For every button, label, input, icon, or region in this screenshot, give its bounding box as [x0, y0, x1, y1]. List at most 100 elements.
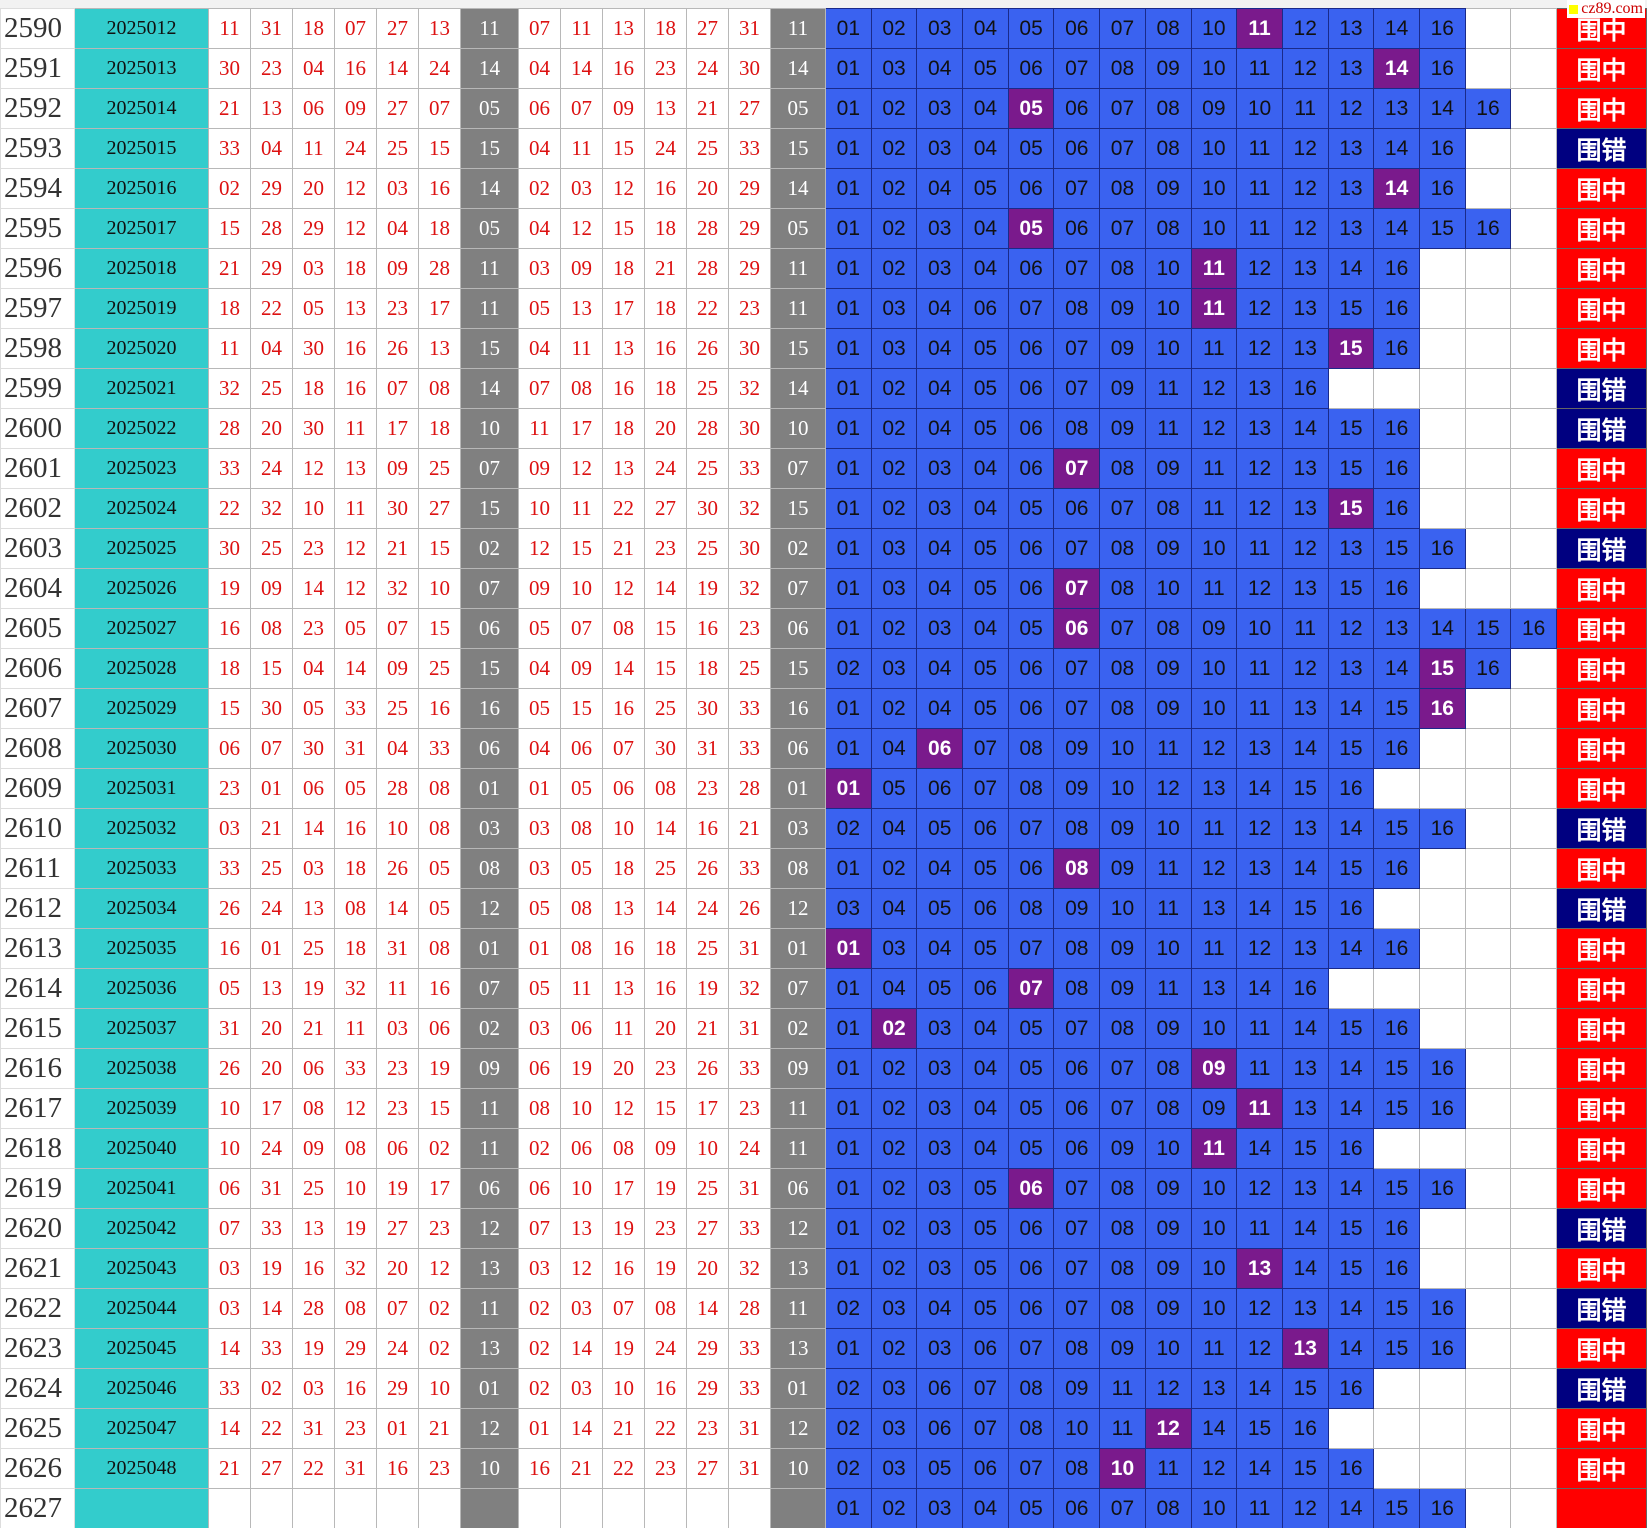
empty-cell: [1464, 248, 1512, 289]
row: 2611 2025033 33 25 03 18 26 05 08 03 05 18 25 26 33 08 0…: [0, 848, 1647, 889]
red-number: 24: [250, 448, 293, 489]
sorted-red: 16: [644, 968, 687, 1009]
row-number: 2602: [0, 488, 75, 529]
red-number: 07: [376, 608, 419, 649]
candidate: 11: [1190, 1328, 1238, 1369]
candidate: 05: [962, 848, 1009, 889]
empty-cell: [1373, 768, 1420, 809]
hit-candidate: 16: [1418, 688, 1466, 729]
red-number: 12: [334, 568, 377, 609]
sorted-red: 16: [644, 328, 687, 369]
red-number: 05: [334, 608, 377, 649]
candidate: 04: [870, 808, 918, 849]
hit-candidate: 01: [825, 928, 872, 969]
candidate: 01: [825, 208, 872, 249]
candidate: 09: [1144, 1208, 1192, 1249]
candidate: 09: [1053, 728, 1101, 769]
candidate: 16: [1418, 8, 1466, 49]
sorted-red: 10: [560, 1088, 603, 1129]
sorted-red: 16: [602, 368, 645, 409]
candidate: 05: [962, 688, 1009, 729]
red-number: 33: [208, 848, 251, 889]
candidate: 15: [1373, 1288, 1420, 1329]
candidate: 14: [1418, 608, 1466, 649]
blue-ball: 10: [770, 1448, 826, 1489]
issue: 2025034: [74, 888, 209, 929]
sorted-red: 30: [728, 408, 771, 449]
sorted-red: 17: [686, 1088, 729, 1129]
row-number: 2606: [0, 648, 75, 689]
candidate: 16: [1327, 1448, 1375, 1489]
red-number: 18: [208, 288, 251, 329]
red-number: 26: [376, 328, 419, 369]
red-number: [376, 1488, 419, 1528]
candidate: 04: [962, 448, 1009, 489]
candidate: 02: [870, 8, 918, 49]
candidate: 08: [1007, 888, 1055, 929]
candidate: 01: [825, 528, 872, 569]
result: 围错: [1556, 528, 1647, 569]
result: 围中: [1556, 288, 1647, 329]
candidate: 12: [1190, 1448, 1238, 1489]
candidate: 11: [1236, 688, 1283, 729]
row-number: 2594: [0, 168, 75, 209]
blue-ball: 15: [460, 648, 519, 689]
candidate: 03: [870, 528, 918, 569]
blue-ball: [770, 1488, 826, 1528]
candidate: 12: [1281, 1488, 1329, 1528]
candidate: 08: [1144, 8, 1192, 49]
candidate: 04: [962, 608, 1009, 649]
candidate: 02: [870, 488, 918, 529]
red-number: 18: [334, 248, 377, 289]
blue-ball: 02: [460, 1008, 519, 1049]
red-number: 12: [334, 208, 377, 249]
candidate: 07: [1053, 368, 1101, 409]
candidate: 10: [1236, 88, 1283, 129]
empty-cell: [1510, 8, 1557, 49]
red-number: 30: [292, 328, 335, 369]
candidate: 01: [825, 1008, 872, 1049]
sorted-red: 02: [518, 1288, 561, 1329]
candidate: 06: [1007, 168, 1055, 209]
empty-cell: [1373, 1368, 1420, 1409]
issue: 2025026: [74, 568, 209, 609]
candidate: 03: [870, 1288, 918, 1329]
candidate: 16: [1418, 808, 1466, 849]
watermark: cz89.com: [1567, 0, 1645, 18]
red-number: 31: [208, 1008, 251, 1049]
candidate: 02: [870, 1488, 918, 1528]
candidate: 01: [825, 1328, 872, 1369]
blue-ball: 11: [770, 1088, 826, 1129]
sorted-red: 06: [518, 1168, 561, 1209]
sorted-red: 24: [728, 1128, 771, 1169]
red-number: 33: [208, 1368, 251, 1409]
sorted-red: 14: [644, 568, 687, 609]
empty-cell: [1373, 1128, 1420, 1169]
sorted-red: 13: [560, 1208, 603, 1249]
empty-cell: [1418, 488, 1466, 529]
red-number: 08: [292, 1088, 335, 1129]
red-number: 20: [250, 1008, 293, 1049]
sorted-red: 32: [728, 1248, 771, 1289]
sorted-red: 33: [728, 1368, 771, 1409]
empty-cell: [1464, 1288, 1512, 1329]
blue-ball: 06: [460, 608, 519, 649]
candidate: 06: [1007, 248, 1055, 289]
row-number: 2626: [0, 1448, 75, 1489]
red-number: 31: [250, 1168, 293, 1209]
empty-cell: [1464, 728, 1512, 769]
blue-ball: 05: [460, 208, 519, 249]
sorted-red: 23: [686, 1408, 729, 1449]
candidate: 04: [916, 528, 964, 569]
sorted-red: 25: [644, 848, 687, 889]
empty-cell: [1464, 408, 1512, 449]
sorted-red: 06: [518, 1048, 561, 1089]
candidate: 13: [1327, 648, 1375, 689]
row-number: 2597: [0, 288, 75, 329]
sorted-red: 31: [728, 1408, 771, 1449]
candidate: 15: [1327, 408, 1375, 449]
row: 2607 2025029 15 30 05 33 25 16 16 05 15 16 25 30 33 16 0…: [0, 688, 1647, 729]
blue-ball: 05: [770, 88, 826, 129]
sorted-red: 29: [728, 168, 771, 209]
candidate: 09: [1099, 1128, 1146, 1169]
